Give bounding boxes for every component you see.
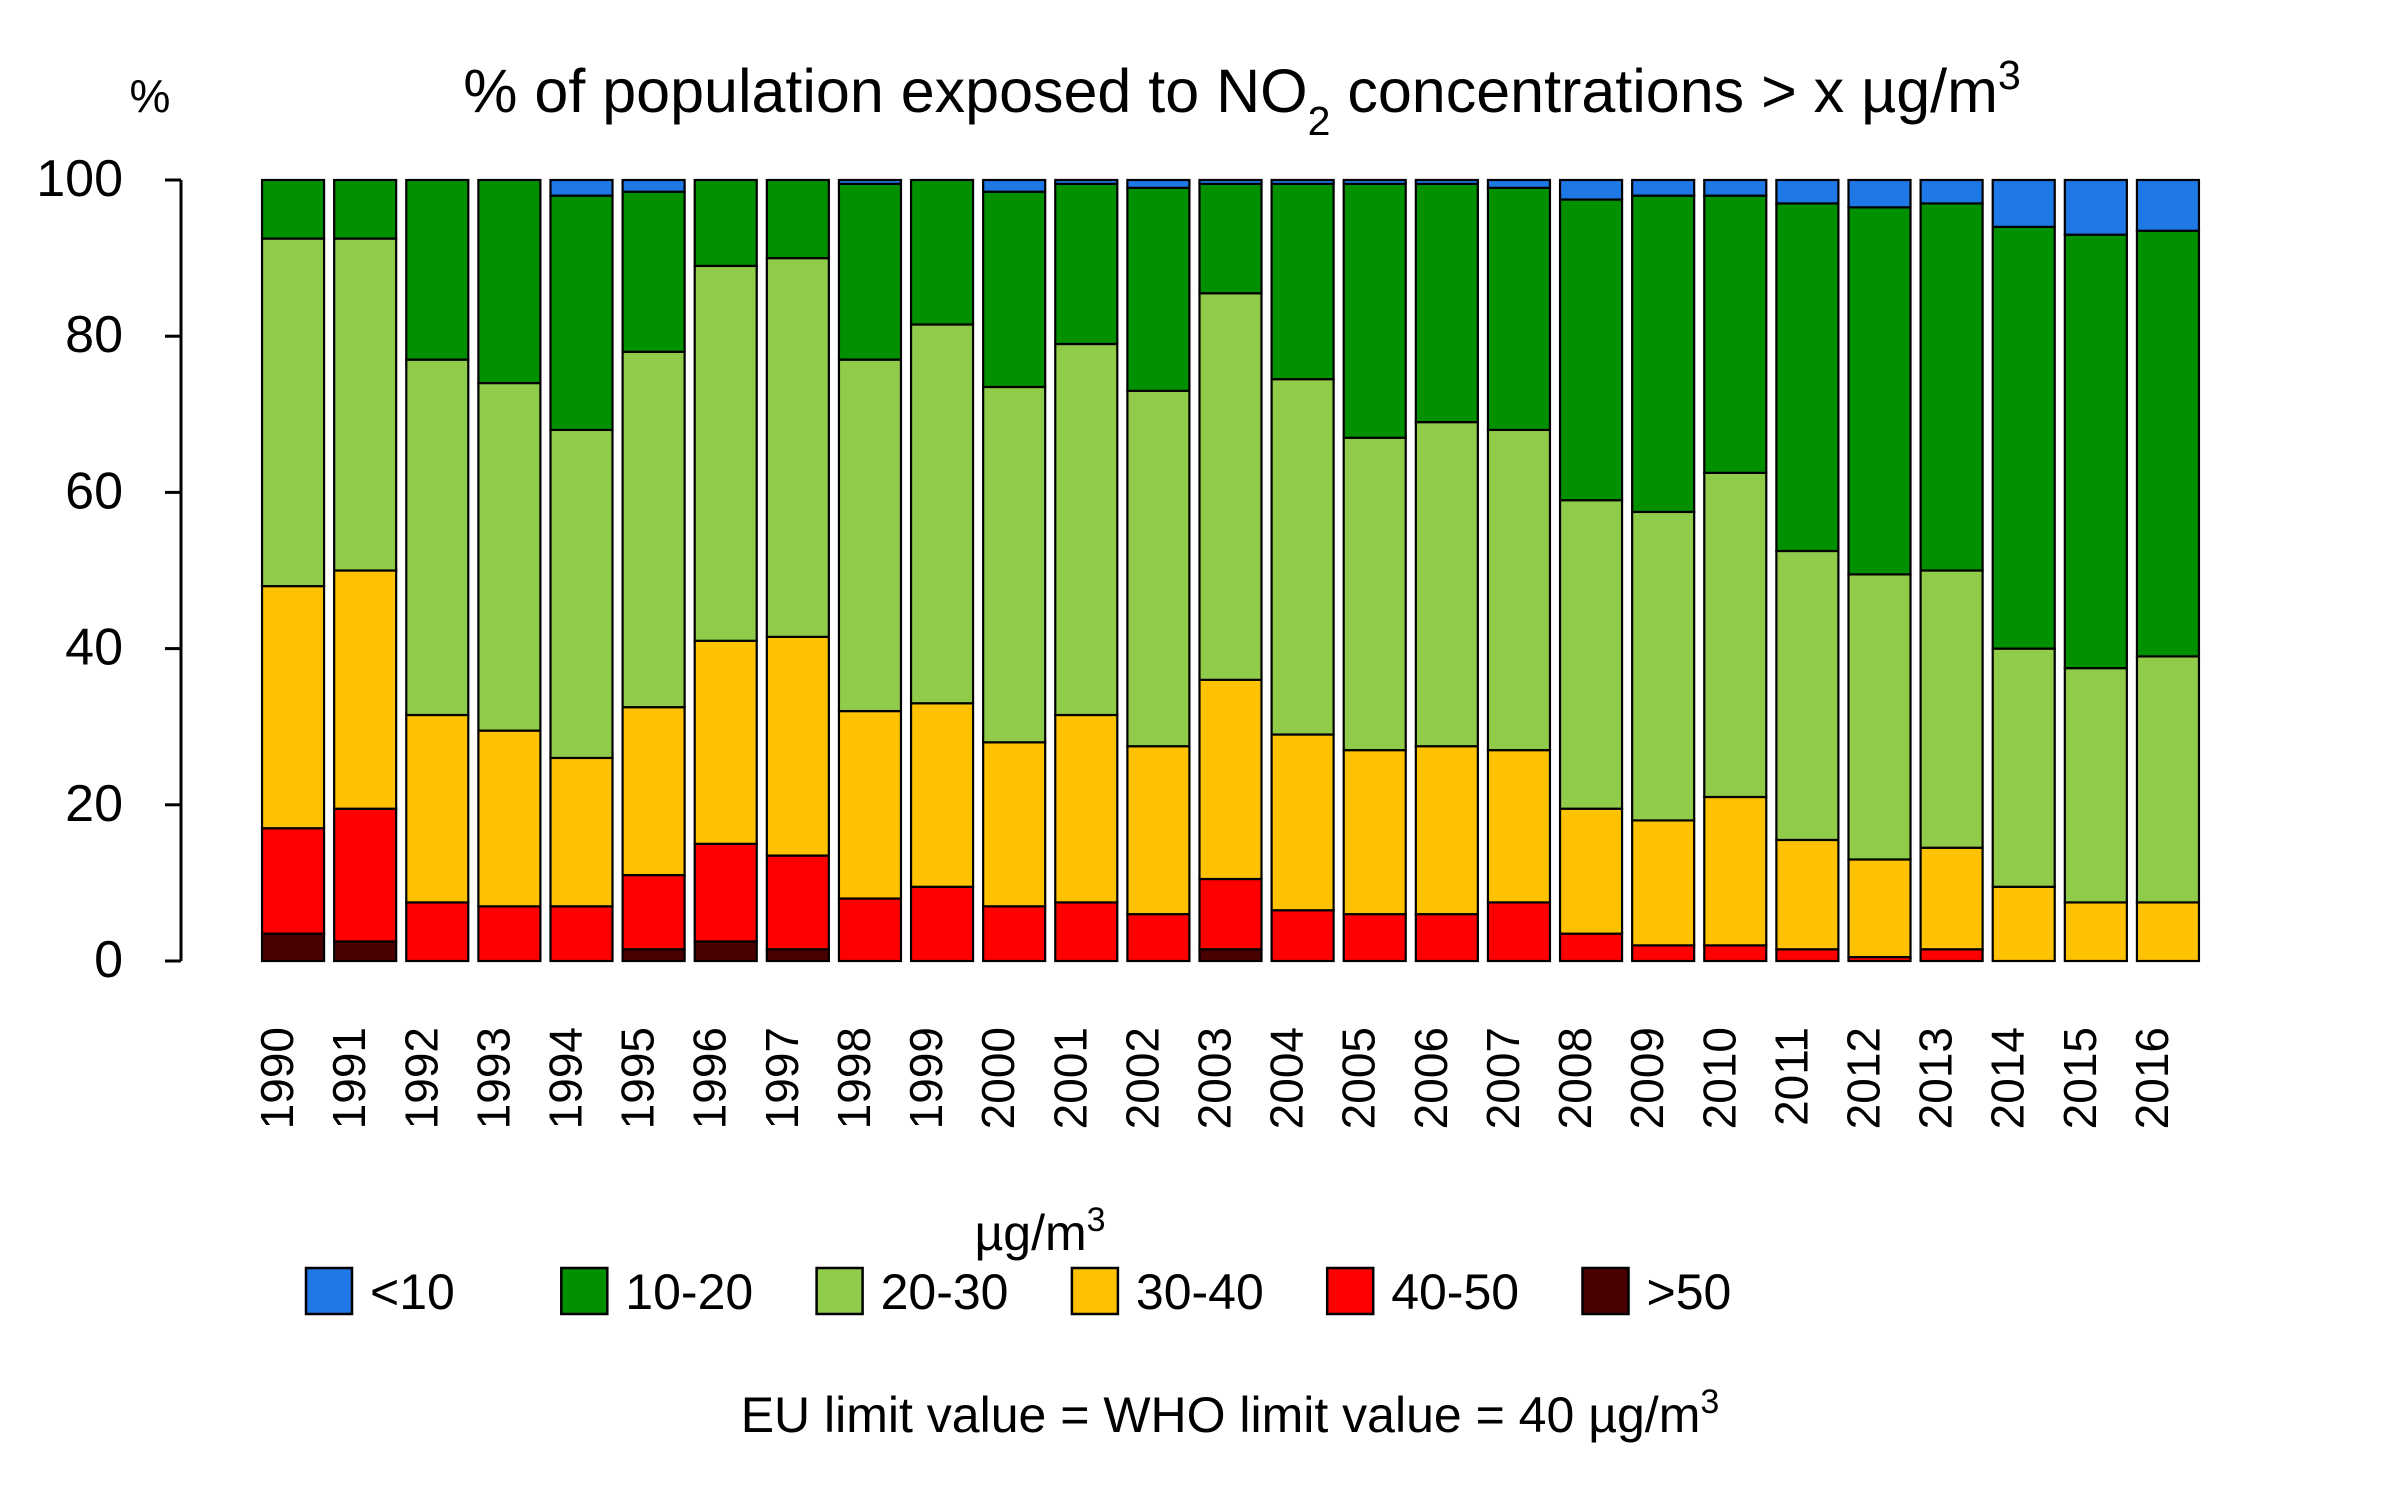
svg-text:2001: 2001 (1044, 1027, 1096, 1129)
svg-text:%: % (130, 70, 171, 122)
svg-text:100: 100 (36, 150, 123, 208)
svg-text:30-40: 30-40 (1136, 1264, 1264, 1320)
svg-text:2004: 2004 (1261, 1027, 1313, 1129)
svg-text:2014: 2014 (1982, 1027, 2034, 1129)
svg-text:2013: 2013 (1910, 1027, 1962, 1129)
svg-text:2011: 2011 (1765, 1027, 1817, 1126)
svg-text:2009: 2009 (1621, 1027, 1673, 1129)
svg-text:µg/m3: µg/m3 (974, 1201, 1105, 1261)
svg-text:2000: 2000 (972, 1027, 1024, 1129)
svg-text:2006: 2006 (1405, 1027, 1457, 1129)
svg-text:2015: 2015 (2054, 1027, 2106, 1129)
svg-text:1993: 1993 (467, 1027, 519, 1129)
svg-text:>50: >50 (1647, 1264, 1732, 1320)
svg-text:1995: 1995 (612, 1027, 664, 1129)
svg-text:40-50: 40-50 (1391, 1264, 1519, 1320)
svg-text:40: 40 (65, 619, 123, 677)
svg-text:2010: 2010 (1693, 1027, 1745, 1129)
svg-text:EU limit value = WHO limit val: EU limit value = WHO limit value = 40 µg… (741, 1383, 1720, 1443)
svg-text:20: 20 (65, 775, 123, 833)
svg-text:1998: 1998 (828, 1027, 880, 1129)
svg-text:2005: 2005 (1333, 1027, 1385, 1129)
svg-text:80: 80 (65, 306, 123, 364)
svg-text:60: 60 (65, 462, 123, 520)
svg-text:1991: 1991 (323, 1027, 375, 1129)
svg-text:1992: 1992 (395, 1027, 447, 1129)
svg-text:2007: 2007 (1477, 1027, 1529, 1129)
svg-text:2003: 2003 (1189, 1027, 1241, 1129)
svg-text:1997: 1997 (756, 1027, 808, 1129)
svg-text:2012: 2012 (1838, 1027, 1890, 1129)
svg-text:1994: 1994 (540, 1027, 592, 1129)
svg-text:<10: <10 (370, 1264, 455, 1320)
svg-text:1999: 1999 (900, 1027, 952, 1129)
svg-text:2008: 2008 (1549, 1027, 1601, 1129)
svg-text:10-20: 10-20 (625, 1264, 753, 1320)
svg-text:2016: 2016 (2126, 1027, 2178, 1129)
svg-text:1996: 1996 (684, 1027, 736, 1129)
svg-text:2002: 2002 (1116, 1027, 1168, 1129)
svg-text:1990: 1990 (251, 1027, 303, 1129)
svg-text:20-30: 20-30 (881, 1264, 1009, 1320)
svg-text:% of population exposed to NO2: % of population exposed to NO2 concentra… (463, 52, 2021, 144)
svg-text:0: 0 (94, 931, 123, 989)
